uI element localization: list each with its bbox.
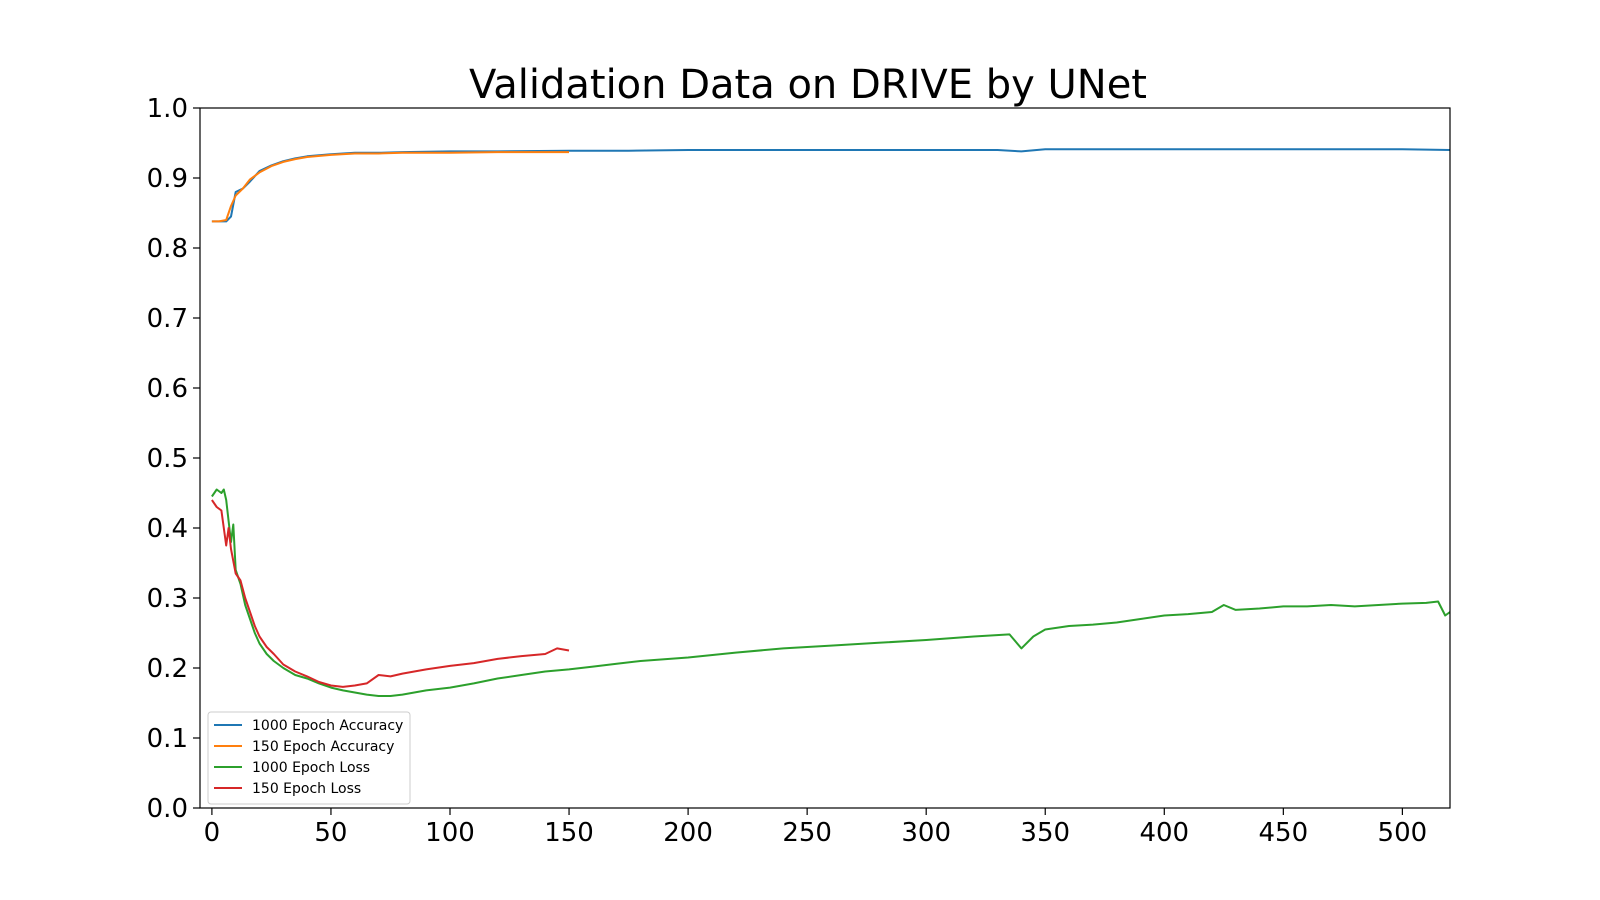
x-tick-label: 500 (1378, 818, 1428, 848)
series-line-3 (211, 488, 1450, 697)
legend-box (207, 711, 411, 805)
y-tick-label: 0.0 (147, 794, 188, 824)
chart-title: Validation Data on DRIVE by UNet (469, 62, 1147, 108)
plot-area-frame (199, 107, 1451, 809)
y-tick-label: 0.4 (147, 514, 188, 544)
y-tick-label: 1.0 (147, 94, 188, 124)
x-tick-label: 250 (782, 818, 832, 848)
x-tick-label: 350 (1020, 818, 1070, 848)
y-tick-label: 0.2 (147, 654, 188, 684)
legend: 1000 Epoch Accuracy 150 Epoch Accuracy 100… (207, 711, 411, 805)
series-line-2 (211, 151, 569, 223)
legend-label: 150 Epoch Loss (252, 781, 361, 797)
y-tick-label: 0.1 (147, 724, 188, 754)
x-axis: 0 50 100 150 200 250 300 350 400 450 500 (204, 808, 1428, 848)
y-tick-label: 0.8 (147, 234, 188, 264)
legend-label: 150 Epoch Accuracy (252, 739, 394, 755)
y-tick-label: 0.5 (147, 444, 188, 474)
x-tick-label: 0 (204, 818, 221, 848)
y-axis: 0.0 0.1 0.2 0.3 0.4 0.5 0.6 0.7 0.8 0.9 1.0 (147, 94, 200, 824)
x-tick-label: 100 (425, 818, 475, 848)
x-tick-label: 50 (314, 818, 347, 848)
x-tick-label: 200 (663, 818, 713, 848)
series-line-4 (211, 499, 570, 688)
y-tick-label: 0.9 (147, 164, 188, 194)
x-tick-label: 450 (1259, 818, 1309, 848)
x-tick-label: 300 (901, 818, 951, 848)
y-tick-label: 0.6 (147, 374, 188, 404)
legend-label: 1000 Epoch Accuracy (252, 718, 403, 734)
y-tick-label: 0.7 (147, 304, 188, 334)
y-tick-label: 0.3 (147, 584, 188, 614)
legend-label: 1000 Epoch Loss (252, 760, 370, 776)
series-lines (211, 148, 1450, 697)
x-tick-label: 150 (544, 818, 594, 848)
series-line-1 (211, 148, 1450, 223)
x-tick-label: 400 (1139, 818, 1189, 848)
